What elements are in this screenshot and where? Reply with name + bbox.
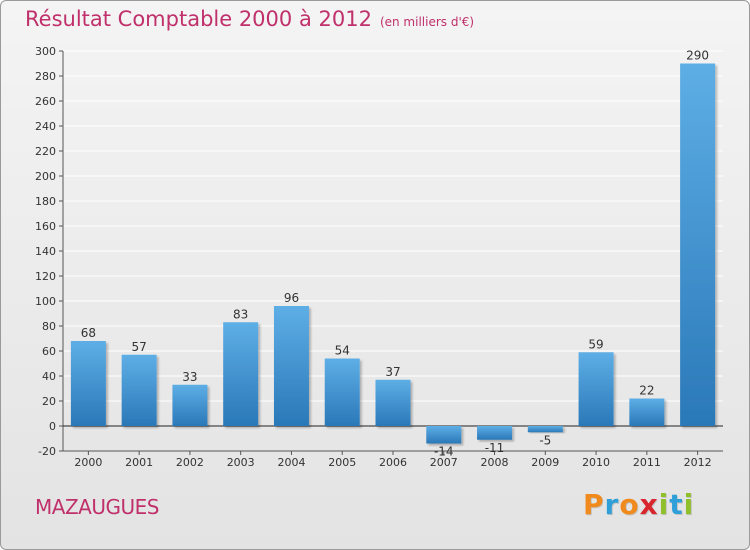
x-tick-label: 2002 xyxy=(176,456,204,469)
y-tick-label: 120 xyxy=(35,270,56,283)
bar xyxy=(172,384,208,426)
y-tick-label: 220 xyxy=(35,145,56,158)
data-label: 83 xyxy=(233,307,248,321)
y-tick-label: 160 xyxy=(35,220,56,233)
x-tick-label: 2009 xyxy=(531,456,559,469)
chart-title: Résultat Comptable 2000 à 2012 (en millie… xyxy=(25,7,474,31)
x-tick-label: 2003 xyxy=(227,456,255,469)
data-label: 57 xyxy=(132,340,147,354)
x-tick-label: 2011 xyxy=(633,456,661,469)
bar xyxy=(680,63,716,426)
y-tick-label: 280 xyxy=(35,70,56,83)
bar xyxy=(223,322,259,426)
data-label: 290 xyxy=(686,49,709,63)
logo-letter: x xyxy=(639,488,659,521)
x-tick-label: 2006 xyxy=(379,456,407,469)
y-tick-label: 300 xyxy=(35,45,56,58)
y-tick-label: 40 xyxy=(42,370,56,383)
y-tick-label: 180 xyxy=(35,195,56,208)
x-tick-label: 2007 xyxy=(430,456,458,469)
data-label: 68 xyxy=(81,326,96,340)
data-label: -11 xyxy=(485,441,505,455)
y-tick-label: 20 xyxy=(42,395,56,408)
y-tick-label: 260 xyxy=(35,95,56,108)
bars xyxy=(70,63,716,444)
y-tick-label: 200 xyxy=(35,170,56,183)
y-tick-label: 0 xyxy=(49,420,56,433)
bar xyxy=(477,426,513,440)
bar xyxy=(324,358,360,426)
logo-letter: P xyxy=(583,488,605,521)
y-tick-label: 240 xyxy=(35,120,56,133)
bar xyxy=(426,426,462,444)
data-label: -5 xyxy=(539,433,551,447)
x-tick-label: 2001 xyxy=(125,456,153,469)
logo-letter: i xyxy=(658,488,670,521)
chart-title-text: Résultat Comptable 2000 à 2012 xyxy=(25,7,372,31)
y-tick-label: 80 xyxy=(42,320,56,333)
y-tick-label: 140 xyxy=(35,245,56,258)
bar xyxy=(629,398,665,426)
x-tick-label: 2012 xyxy=(684,456,712,469)
y-tick-label: 100 xyxy=(35,295,56,308)
logo-letter: t xyxy=(669,488,684,521)
data-label: 33 xyxy=(182,370,197,384)
data-label: 96 xyxy=(284,291,299,305)
data-label: 22 xyxy=(639,384,654,398)
x-tick-label: 2008 xyxy=(481,456,509,469)
proxiti-logo[interactable]: Proxiti xyxy=(583,488,694,521)
data-label: 59 xyxy=(588,337,603,351)
logo-letter: r xyxy=(604,488,620,521)
x-tick-label: 2004 xyxy=(277,456,305,469)
y-tick-label: 60 xyxy=(42,345,56,358)
bar xyxy=(375,379,411,426)
logo-letter: i xyxy=(683,488,695,521)
data-label: -14 xyxy=(434,445,454,459)
x-tick-label: 2000 xyxy=(74,456,102,469)
x-tick-label: 2010 xyxy=(582,456,610,469)
bar xyxy=(273,306,309,426)
axes: -20 0 20 40 60 80 100 120 140 160 180 200 220 240 260 2… xyxy=(35,45,723,469)
data-label: 37 xyxy=(385,365,400,379)
data-label: 54 xyxy=(335,344,350,358)
y-tick-label: -20 xyxy=(38,445,56,458)
town-name: MAZAUGUES xyxy=(35,495,159,519)
x-tick-label: 2005 xyxy=(328,456,356,469)
bar xyxy=(121,354,157,426)
bar xyxy=(70,341,106,426)
bar xyxy=(527,426,563,433)
data-labels: 68 57 33 83 96 54 37 -14 -11 -5 59 22 290 xyxy=(81,49,709,459)
logo-letter: o xyxy=(619,488,640,521)
chart-subtitle: (en milliers d'€) xyxy=(379,15,475,29)
bar xyxy=(578,352,614,426)
